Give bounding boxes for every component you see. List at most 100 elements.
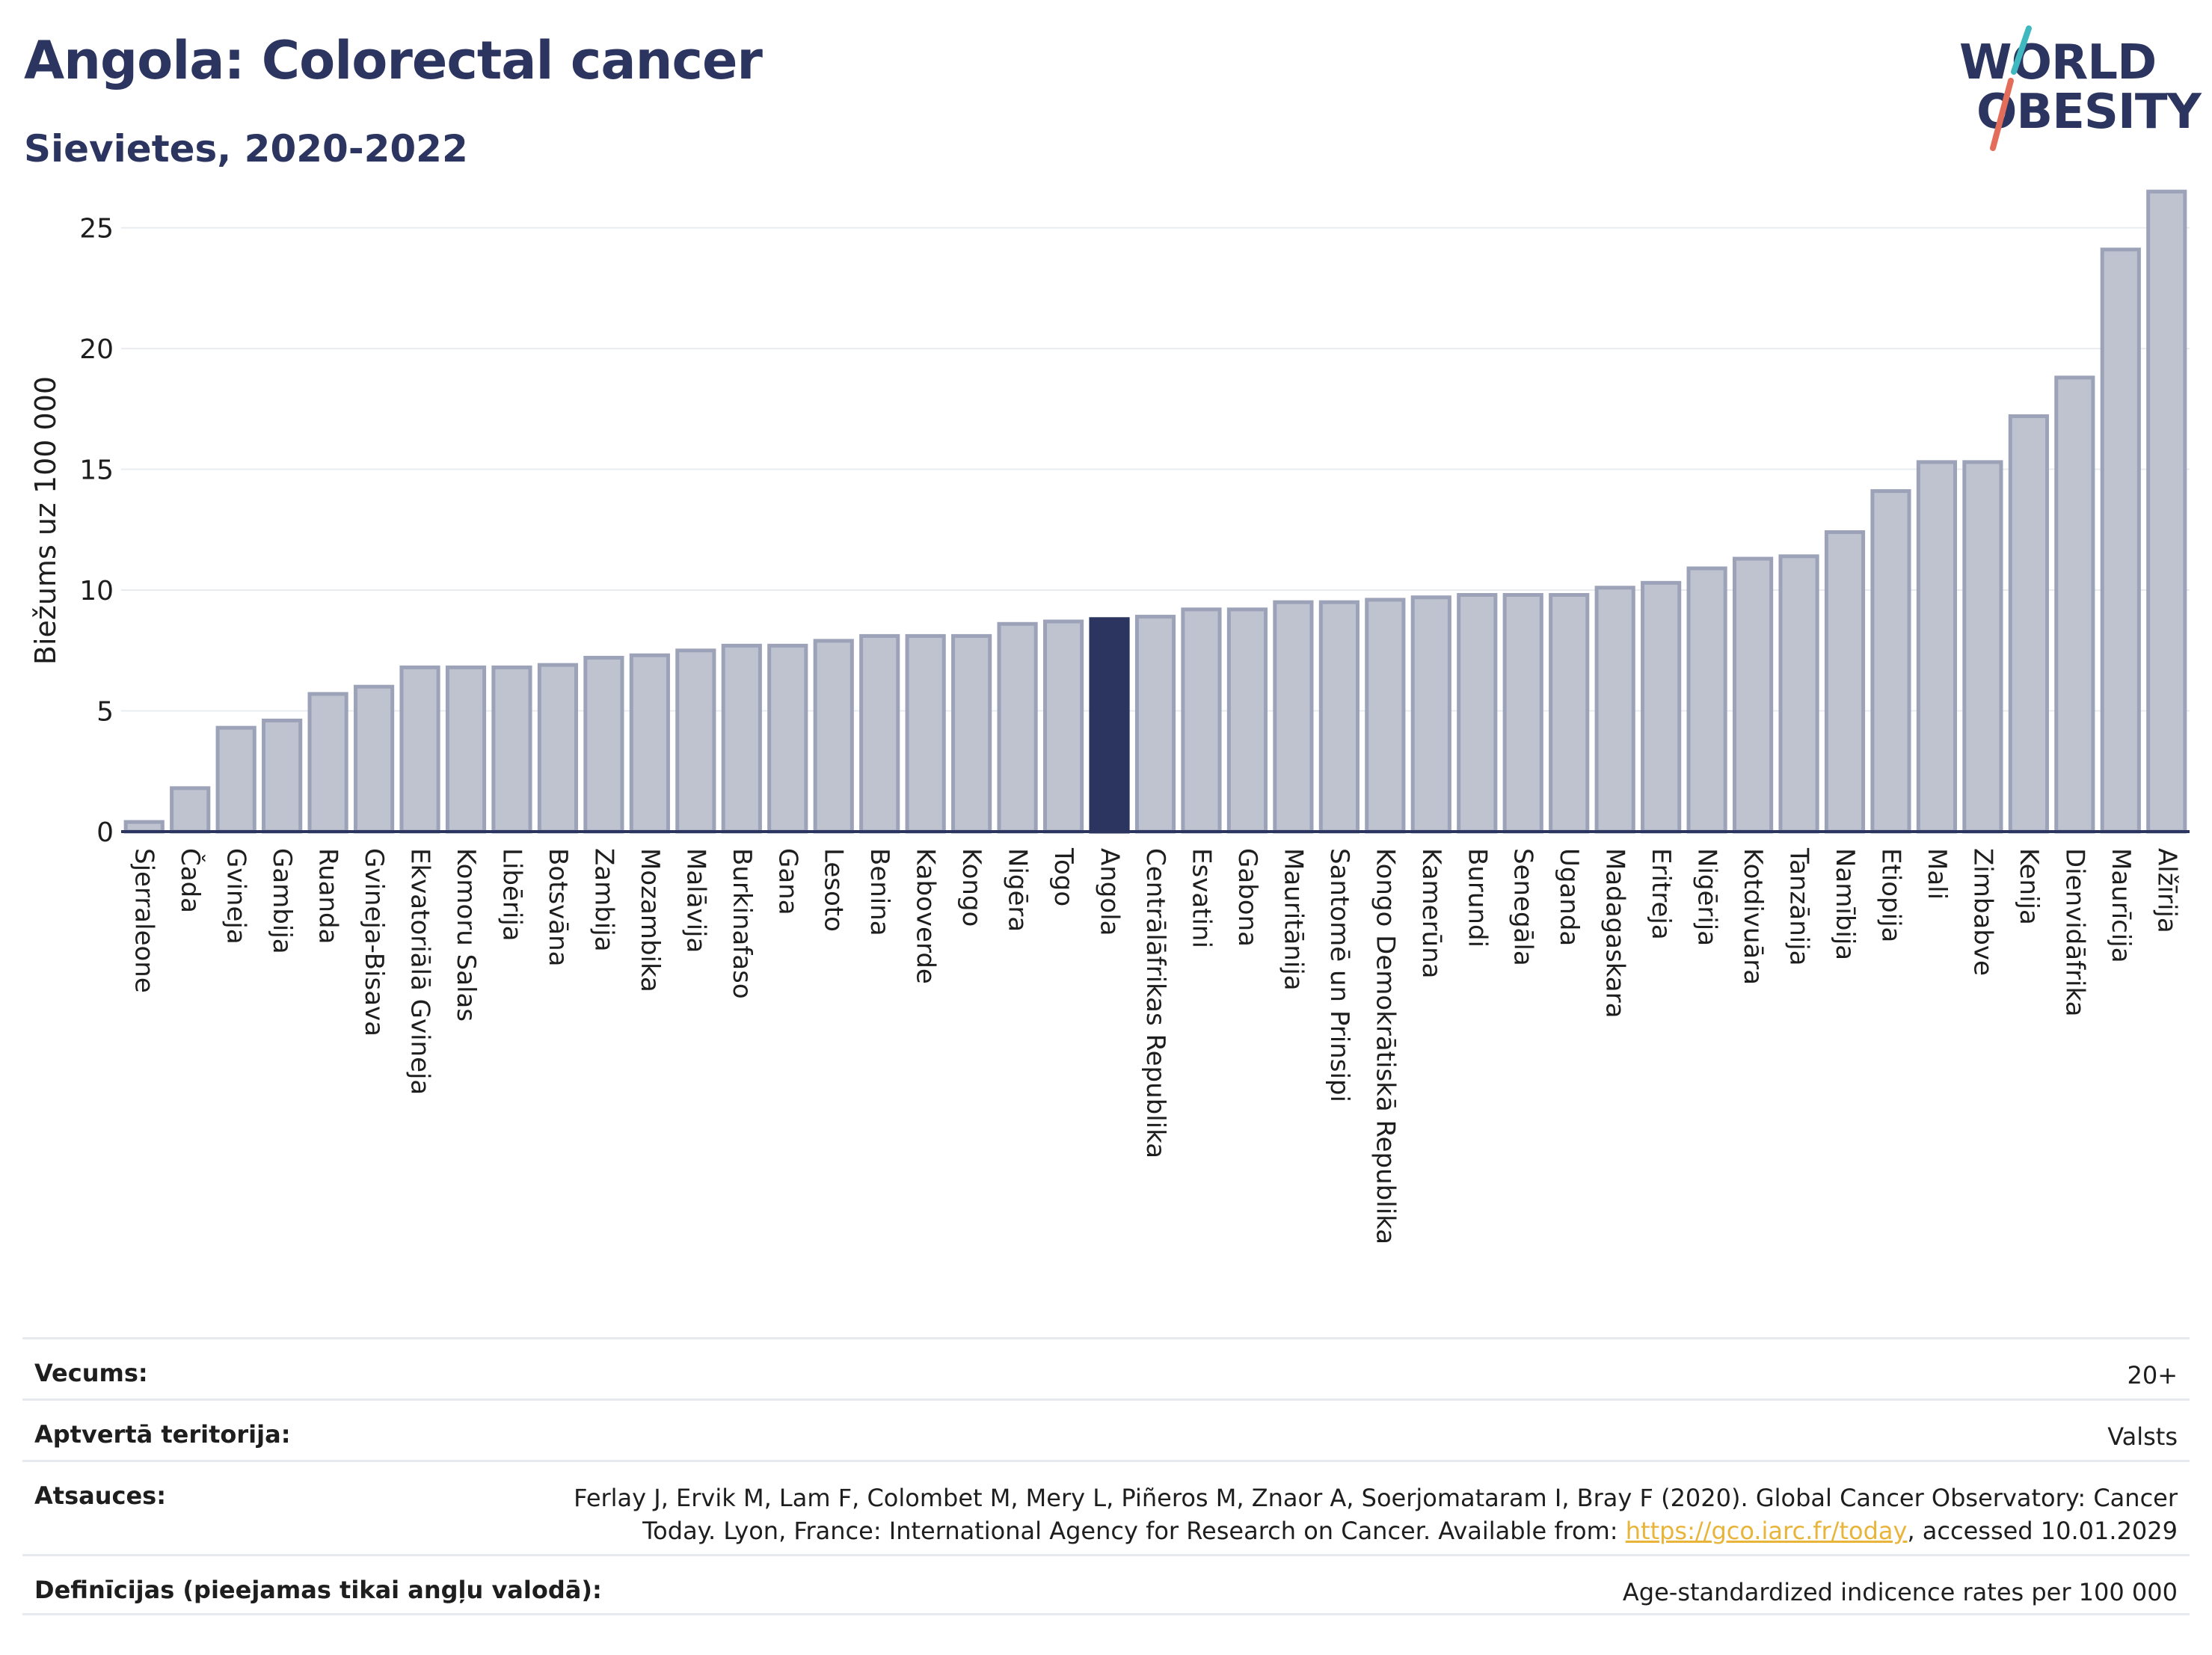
bar-Ruanda xyxy=(307,692,348,834)
meta-row-age: Vecums: 20+ xyxy=(22,1337,2190,1398)
bar-Uganda xyxy=(1549,592,1590,834)
bar-Kaboverde xyxy=(905,633,946,834)
bar-Mali xyxy=(1916,460,1958,834)
references-value: Ferlay J, Ervik M, Lam F, Colombet M, Me… xyxy=(574,1462,2178,1547)
y-tick-label: 0 xyxy=(96,817,114,848)
bar-Zimbabve xyxy=(1962,460,2003,834)
x-tick-label: Dienvidāfrika xyxy=(2059,848,2089,1016)
bar-Eritreja xyxy=(1641,580,1682,834)
bar-Esvatini xyxy=(1181,607,1222,834)
chart-subtitle: Sievietes, 2020-2022 xyxy=(24,127,468,171)
bar-Burkinafaso xyxy=(721,643,762,834)
age-label: Vecums: xyxy=(34,1359,148,1387)
x-tick-label: Kamerūna xyxy=(1416,848,1446,978)
x-tick-label: Kotdivuāra xyxy=(1738,848,1768,985)
bar-Nigērija xyxy=(1686,566,1727,834)
bar-Maurīcija xyxy=(2100,248,2141,834)
bar-Centrālāfrikas Republika xyxy=(1134,615,1176,834)
x-tick-label: Mozambika xyxy=(635,848,665,992)
x-tick-label: Gambija xyxy=(267,848,297,954)
bar-Senegāla xyxy=(1502,592,1543,834)
bar-Lesoto xyxy=(813,639,854,834)
bar-Ekvatoriālā Gvineja xyxy=(399,665,440,834)
world-obesity-logo: WORLD OBESITY xyxy=(1956,22,2202,157)
bar-Nigēra xyxy=(997,621,1038,834)
bar-Etiopija xyxy=(1870,489,1911,834)
bar-Santomē un Prinsipi xyxy=(1318,600,1360,834)
x-tick-label: Gabona xyxy=(1232,848,1262,947)
x-tick-label: Kongo xyxy=(956,848,986,927)
bar-Gambija xyxy=(262,718,303,834)
y-tick-label: 10 xyxy=(79,576,114,607)
x-tick-label: Nigērija xyxy=(1692,848,1722,946)
x-tick-label: Madagaskara xyxy=(1600,848,1630,1018)
references-line-1: Ferlay J, Ervik M, Lam F, Colombet M, Me… xyxy=(574,1484,2178,1512)
x-tick-label: Lesoto xyxy=(819,848,849,932)
bar-Libērija xyxy=(491,665,532,834)
x-tick-label: Nigēra xyxy=(1003,848,1033,932)
x-tick-label: Ekvatoriālā Gvineja xyxy=(405,848,435,1095)
bar-Kamerūna xyxy=(1410,595,1451,834)
bar-Namībija xyxy=(1824,530,1866,834)
bar-Dienvidāfrika xyxy=(2054,375,2095,834)
definitions-value: Age-standardized indicence rates per 100… xyxy=(1622,1578,2178,1606)
bar-Kongo xyxy=(951,633,992,834)
x-tick-label: Ruanda xyxy=(313,848,343,944)
x-tick-label: Santomē un Prinsipi xyxy=(1324,848,1354,1102)
y-tick-label: 5 xyxy=(96,697,114,728)
logo-slash-icon xyxy=(1990,25,2032,151)
bar-Zambija xyxy=(583,655,624,834)
bar-Gvineja xyxy=(215,725,256,834)
x-tick-label: Mali xyxy=(1922,848,1952,900)
y-tick-label: 15 xyxy=(79,455,114,486)
x-tick-label: Mauritānija xyxy=(1278,848,1308,991)
x-tick-label: Sjerraleone xyxy=(129,848,159,993)
bar-Togo xyxy=(1042,619,1084,834)
bar-Gabona xyxy=(1226,607,1268,834)
bar-Angola xyxy=(1089,617,1130,834)
meta-row-territory: Aptvertā teritorija: Valsts xyxy=(22,1398,2190,1460)
bar-Madagaskara xyxy=(1594,586,1635,834)
bar-Mauritānija xyxy=(1273,600,1314,834)
x-tick-label: Eritreja xyxy=(1646,848,1676,940)
y-tick-label: 20 xyxy=(79,334,114,365)
definitions-label: Definīcijas (pieejamas tikai angļu valod… xyxy=(34,1576,602,1604)
bars xyxy=(123,189,2187,834)
bar-Benina xyxy=(859,633,900,834)
x-tick-label: Gvineja xyxy=(221,848,251,945)
x-tick-label: Togo xyxy=(1048,847,1078,906)
bar-chart: 0 5 10 15 20 25 Sjerraleone Čada Gvineja Gambija… xyxy=(29,189,2190,1244)
bar-Gvineja-Bisava xyxy=(353,684,395,834)
x-tick-label: Čada xyxy=(175,848,206,913)
bar-Tanzānija xyxy=(1778,554,1819,834)
territory-label: Aptvertā teritorija: xyxy=(34,1420,291,1449)
y-tick-label: 25 xyxy=(79,214,114,245)
x-tick-label: Libērija xyxy=(497,848,526,942)
x-tick-label: Komoru Salas xyxy=(451,848,481,1022)
bar-Kongo Demokrātiskā Republika xyxy=(1365,598,1406,834)
y-axis-ticks: 0 5 10 15 20 25 xyxy=(79,214,114,848)
x-tick-label: Namībija xyxy=(1830,848,1860,960)
x-tick-label: Botsvāna xyxy=(543,848,573,967)
territory-value: Valsts xyxy=(2107,1422,2178,1451)
references-link[interactable]: https://gco.iarc.fr/today xyxy=(1625,1517,1908,1545)
x-tick-label: Malāvija xyxy=(681,848,710,953)
references-line-2-end: , accessed 10.01.2029 xyxy=(1907,1517,2178,1545)
meta-row-references: Atsauces: Ferlay J, Ervik M, Lam F, Colo… xyxy=(22,1460,2190,1554)
x-axis-labels: Sjerraleone Čada Gvineja Gambija Ruanda Gvine… xyxy=(129,847,2182,1244)
bar-Mozambika xyxy=(629,653,670,834)
x-tick-label: Maurīcija xyxy=(2106,848,2136,963)
logo-word-2: OBESITY xyxy=(1976,85,2202,140)
x-tick-label: Senegāla xyxy=(1508,848,1538,966)
logo-word-1: WORLD xyxy=(1959,35,2157,90)
bar-Botsvāna xyxy=(537,663,579,834)
x-tick-label: Angola xyxy=(1095,848,1125,936)
x-tick-label: Alžīrija xyxy=(2151,848,2181,933)
x-tick-label: Etiopija xyxy=(1875,848,1905,942)
age-value: 20+ xyxy=(2127,1361,2178,1390)
x-tick-label: Zimbabve xyxy=(1967,848,1997,976)
references-line-2: Today. Lyon, France: International Agenc… xyxy=(642,1517,1626,1545)
bar-Kenija xyxy=(2008,414,2049,834)
bar-Burundi xyxy=(1457,592,1498,834)
bar-Gana xyxy=(767,643,808,834)
